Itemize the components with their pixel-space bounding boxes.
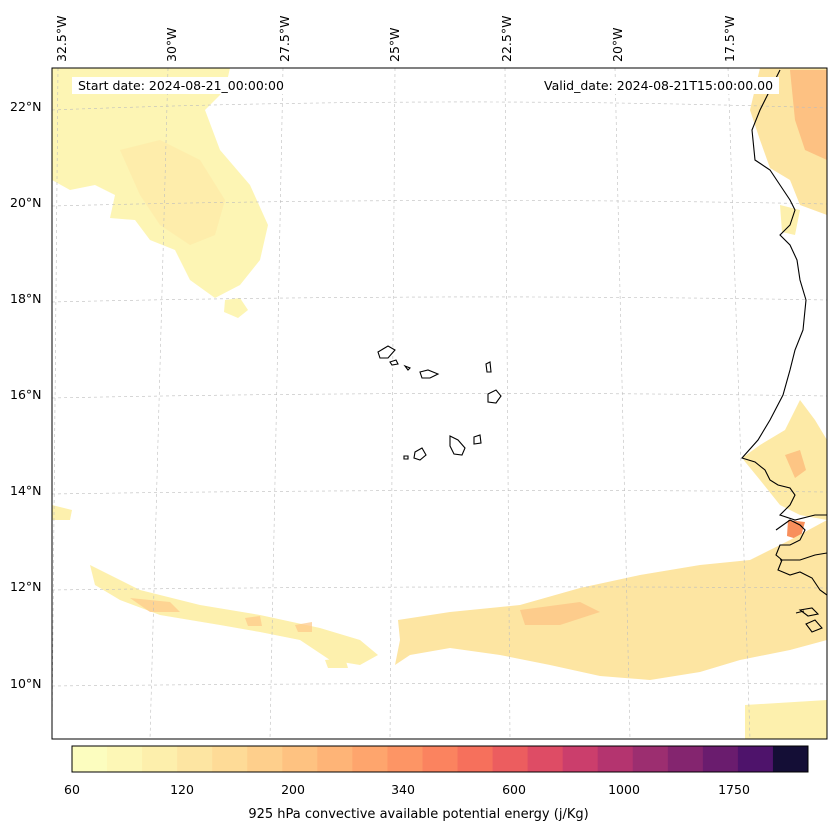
colorbar-tick-label: 600 <box>502 782 526 797</box>
colorbar-segment <box>317 746 353 772</box>
colorbar-segment <box>527 746 564 772</box>
colorbar-segment <box>632 746 669 772</box>
colorbar-tick-label: 60 <box>64 782 80 797</box>
colorbar-segment <box>142 746 178 772</box>
colorbar <box>72 746 809 772</box>
lat-label: 12°N <box>10 579 42 594</box>
latitude-labels: 22°N 20°N 18°N 16°N 14°N 12°N 10°N <box>10 99 42 691</box>
lon-label: 27.5°W <box>277 16 292 62</box>
longitude-labels: 32.5°W 30°W 27.5°W 25°W 22.5°W 20°W 17.5… <box>54 16 737 62</box>
colorbar-tick-labels: 60 120 200 340 600 1000 1750 <box>64 782 750 797</box>
colorbar-segment <box>282 746 318 772</box>
start-date-label: Start date: 2024-08-21_00:00:00 <box>72 77 290 94</box>
map-frame <box>51 67 828 740</box>
coastlines <box>741 69 827 633</box>
lat-label: 18°N <box>10 291 42 306</box>
lat-label: 20°N <box>10 195 42 210</box>
graticule <box>52 68 827 739</box>
colorbar-segment <box>562 746 599 772</box>
lat-label: 16°N <box>10 387 42 402</box>
colorbar-tick-label: 340 <box>391 782 415 797</box>
colorbar-tick-label: 1000 <box>608 782 640 797</box>
colorbar-segment <box>352 746 388 772</box>
lon-label: 22.5°W <box>499 16 514 62</box>
colorbar-segment <box>387 746 423 772</box>
colorbar-segment <box>702 746 739 772</box>
colorbar-title: 925 hPa convective available potential e… <box>248 807 589 822</box>
colorbar-segment <box>737 746 774 772</box>
colorbar-segment <box>107 746 143 772</box>
colorbar-segment <box>422 746 459 772</box>
lon-label: 30°W <box>164 27 179 62</box>
lon-label: 25°W <box>387 27 402 62</box>
cape-shading <box>52 68 827 739</box>
colorbar-segment <box>72 746 108 772</box>
cape-verde-islands <box>377 345 502 461</box>
colorbar-segment <box>772 746 809 772</box>
lat-label: 14°N <box>10 483 42 498</box>
colorbar-tick-label: 120 <box>170 782 194 797</box>
lon-label: 20°W <box>610 27 625 62</box>
lat-label: 10°N <box>10 676 42 691</box>
colorbar-segment <box>247 746 283 772</box>
lon-label: 32.5°W <box>54 16 69 62</box>
valid-date-label: Valid_date: 2024-08-21T15:00:00.00 <box>538 77 780 94</box>
colorbar-segment <box>212 746 248 772</box>
colorbar-frame <box>71 745 809 773</box>
colorbar-segment <box>177 746 213 772</box>
lon-label: 17.5°W <box>722 16 737 62</box>
colorbar-segment <box>597 746 634 772</box>
colorbar-segment <box>457 746 494 772</box>
colorbar-tick-label: 1750 <box>718 782 750 797</box>
lat-label: 22°N <box>10 99 42 114</box>
colorbar-tick-label: 200 <box>281 782 305 797</box>
colorbar-segment <box>492 746 529 772</box>
colorbar-segment <box>667 746 704 772</box>
